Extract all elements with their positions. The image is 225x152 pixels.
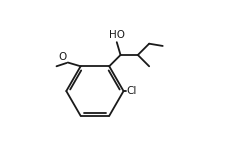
Text: O: O	[58, 52, 67, 62]
Text: HO: HO	[108, 30, 124, 40]
Text: Cl: Cl	[126, 86, 137, 96]
